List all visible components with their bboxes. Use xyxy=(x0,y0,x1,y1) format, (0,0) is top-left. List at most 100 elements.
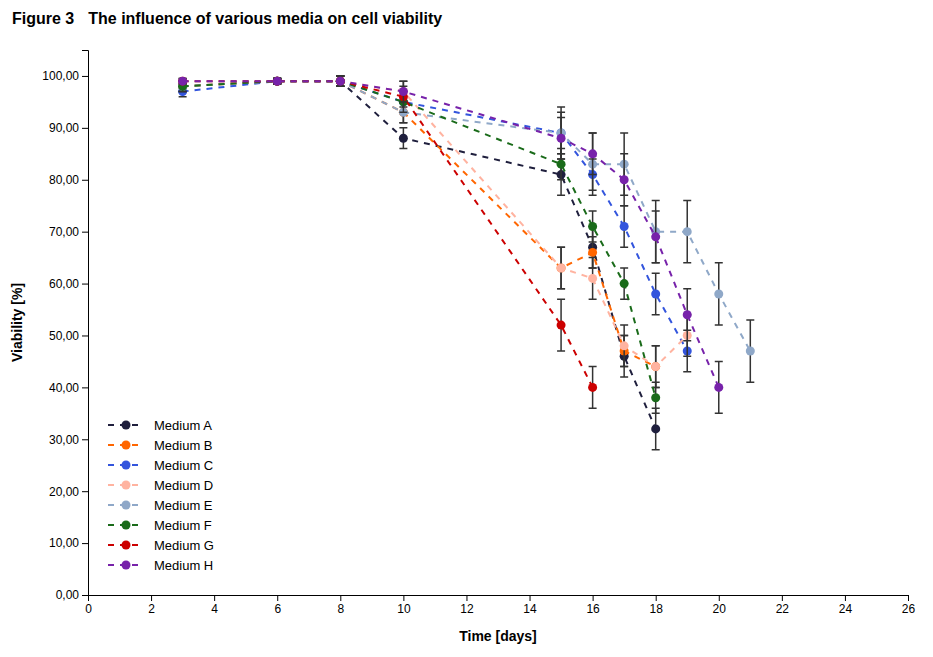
point xyxy=(683,227,692,236)
y-axis: 0,0010,0020,0030,0040,0050,0060,0070,008… xyxy=(42,51,88,603)
x-axis-line xyxy=(89,596,909,602)
x-tick-label: 26 xyxy=(902,602,916,616)
y-tick-label: 10,00 xyxy=(49,536,79,550)
point xyxy=(557,264,566,273)
error-bar xyxy=(399,128,407,149)
error-bar xyxy=(557,299,565,351)
legend-item: Medium C xyxy=(108,458,213,473)
legend-label: Medium B xyxy=(154,438,213,453)
x-tick-mark xyxy=(782,595,783,601)
point xyxy=(273,77,282,86)
legend-marker xyxy=(122,501,131,510)
point xyxy=(336,77,345,86)
legend-marker xyxy=(122,481,131,490)
series-line xyxy=(183,81,719,387)
series-line xyxy=(183,81,656,429)
y-tick: 0,00 xyxy=(56,588,88,602)
legend: Medium A Medium B Medium C Medium D Medium E… xyxy=(108,418,214,573)
x-tick-label: 16 xyxy=(586,602,600,616)
point xyxy=(588,149,597,158)
x-tick: 20 xyxy=(713,595,727,616)
point xyxy=(651,362,660,371)
legend-item: Medium E xyxy=(108,498,213,513)
point xyxy=(273,77,282,86)
x-tick-mark xyxy=(340,595,341,601)
x-tick-label: 2 xyxy=(148,602,155,616)
x-tick: 16 xyxy=(586,595,600,616)
point xyxy=(336,77,345,86)
error-bar xyxy=(589,133,597,175)
error-bar xyxy=(715,263,723,325)
error-bar xyxy=(620,206,628,248)
y-tick-mark xyxy=(82,387,88,388)
legend-item: Medium D xyxy=(108,478,213,493)
data-area xyxy=(178,76,755,450)
plot: 024681012141618202224260,0010,0020,0030,… xyxy=(9,51,915,645)
point xyxy=(651,362,660,371)
x-tick-mark xyxy=(719,595,720,601)
error-bar xyxy=(746,320,754,382)
point xyxy=(557,321,566,330)
point xyxy=(588,248,597,257)
error-bar xyxy=(589,133,597,195)
y-tick-label: 40,00 xyxy=(49,381,79,395)
y-tick: 50,00 xyxy=(49,329,88,343)
point xyxy=(683,310,692,319)
y-tick-mark xyxy=(82,543,88,544)
y-tick-label: 60,00 xyxy=(49,277,79,291)
point xyxy=(557,160,566,169)
point xyxy=(620,341,629,350)
point xyxy=(178,77,187,86)
x-tick-label: 14 xyxy=(523,602,537,616)
error-bar xyxy=(336,76,344,86)
series xyxy=(178,76,660,387)
error-bar xyxy=(336,76,344,86)
point xyxy=(620,279,629,288)
point xyxy=(399,87,408,96)
error-bar xyxy=(652,211,660,263)
series-line xyxy=(183,81,751,351)
y-tick-label: 0,00 xyxy=(56,588,80,602)
x-tick-mark xyxy=(908,595,909,601)
legend-item: Medium A xyxy=(108,418,212,433)
y-tick-label: 20,00 xyxy=(49,485,79,499)
error-bar xyxy=(620,154,628,206)
y-tick-mark xyxy=(82,180,88,181)
y-tick-mark xyxy=(82,284,88,285)
legend-marker xyxy=(122,561,131,570)
error-bar xyxy=(336,76,344,86)
y-tick-mark xyxy=(82,128,88,129)
point xyxy=(178,77,187,86)
point xyxy=(273,77,282,86)
legend-label: Medium E xyxy=(154,498,213,513)
x-tick-label: 22 xyxy=(776,602,790,616)
legend-marker xyxy=(122,441,131,450)
error-bar xyxy=(715,361,723,413)
y-tick-label: 50,00 xyxy=(49,329,79,343)
x-tick: 24 xyxy=(839,595,853,616)
x-tick: 22 xyxy=(776,595,790,616)
error-bar xyxy=(336,76,344,86)
x-tick-mark xyxy=(845,595,846,601)
legend-marker xyxy=(122,541,131,550)
x-tick: 2 xyxy=(148,595,155,616)
y-tick: 100,00 xyxy=(42,69,88,83)
y-tick-label: 70,00 xyxy=(49,225,79,239)
error-bar xyxy=(620,325,628,367)
y-tick-mark xyxy=(82,232,88,233)
x-tick-label: 0 xyxy=(85,602,92,616)
error-bar xyxy=(652,273,660,315)
x-tick-label: 12 xyxy=(460,602,474,616)
error-bar xyxy=(652,346,660,388)
x-tick: 12 xyxy=(460,595,474,616)
point xyxy=(336,77,345,86)
point xyxy=(399,87,408,96)
point xyxy=(651,424,660,433)
y-tick-label: 90,00 xyxy=(49,121,79,135)
error-bar xyxy=(336,76,344,86)
legend-item: Medium B xyxy=(108,438,213,453)
x-tick-label: 18 xyxy=(650,602,664,616)
title: Figure 3 xyxy=(12,10,74,27)
point xyxy=(588,222,597,231)
error-bar xyxy=(557,247,565,289)
